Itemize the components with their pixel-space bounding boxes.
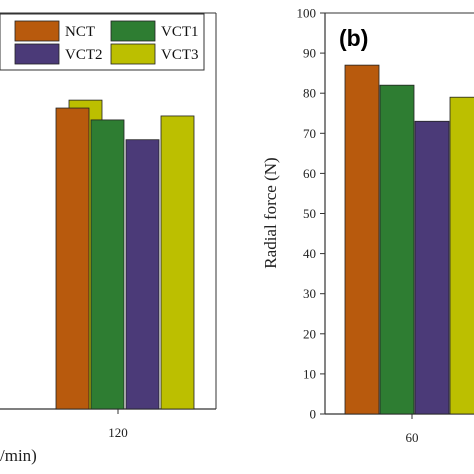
panel-a-x-axis-title: /min) (0, 446, 37, 465)
legend-label-vct3: VCT3 (161, 47, 199, 63)
panel-a-bar-vct3-120 (160, 115, 195, 410)
legend-label-vct1: VCT1 (161, 24, 199, 40)
y-tick-label: 40 (303, 246, 316, 261)
panel-b-y-ticks: 0 10 20 30 40 50 60 70 80 90 100 (297, 6, 325, 422)
panel-b: 0 10 20 30 40 50 60 70 80 90 100 60 Radial force (… (261, 6, 474, 445)
legend-label-nct: NCT (65, 24, 95, 40)
panel-a-bar-vct1-120 (90, 119, 125, 410)
legend-swatch-vct3 (110, 43, 156, 65)
panel-a-bar-vct2-120 (125, 139, 160, 410)
y-tick-label: 70 (303, 126, 316, 141)
y-tick-label: 60 (303, 166, 316, 181)
panel-b-bar-vct3-60 (449, 96, 474, 415)
y-tick-label: 50 (303, 206, 316, 221)
panel-a-x-tick-label: 120 (108, 425, 128, 440)
panel-b-bars (344, 64, 474, 415)
y-tick-label: 30 (303, 286, 316, 301)
legend-swatch-vct1 (110, 20, 156, 42)
y-tick-label: 10 (303, 366, 316, 381)
panel-a-bar-nct-120 (55, 107, 90, 410)
y-tick-label: 100 (297, 6, 317, 21)
panel-b-bar-vct1-60 (379, 84, 415, 415)
legend-swatch-vct2 (14, 43, 60, 65)
legend-label-vct2: VCT2 (65, 47, 103, 63)
panel-b-bar-vct2-60 (414, 120, 450, 415)
panel-b-y-axis-title: Radial force (N) (261, 157, 280, 268)
y-tick-label: 90 (303, 46, 316, 61)
legend: NCT VCT1 VCT2 VCT3 (0, 13, 205, 71)
panel-a-bars (55, 99, 195, 410)
panel-b-x-tick-label: 60 (406, 430, 419, 445)
panel-b-label: (b) (339, 25, 368, 51)
legend-swatch-nct (14, 20, 60, 42)
y-tick-label: 20 (303, 326, 316, 341)
y-tick-label: 80 (303, 86, 316, 101)
panel-b-bar-nct-60 (344, 64, 380, 415)
panel-a: 120 /min) NCT VCT1 VCT2 VCT3 (0, 12, 217, 465)
y-tick-label: 0 (310, 407, 317, 422)
